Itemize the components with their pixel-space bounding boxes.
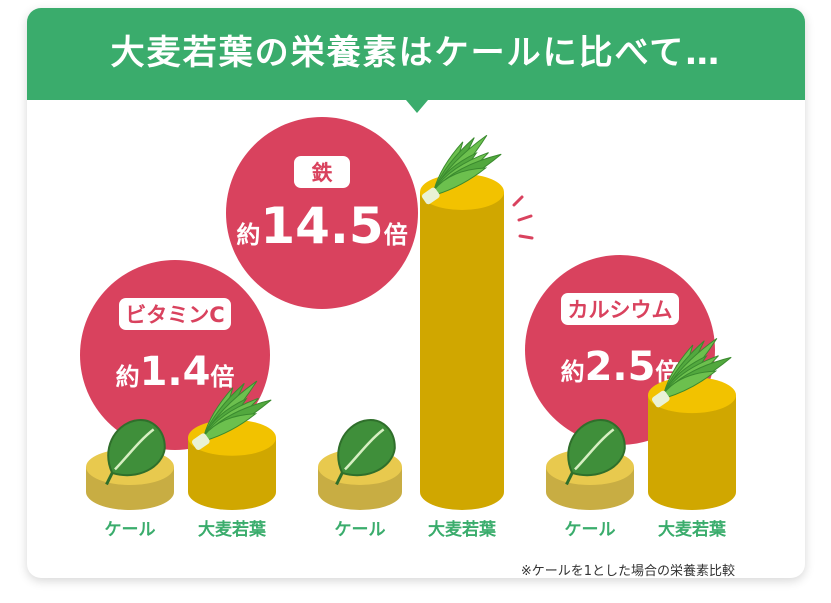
multiplier-prefix: 約	[561, 358, 585, 386]
grass-blade	[663, 370, 718, 399]
bar-body	[188, 437, 276, 510]
multiplier-value: 1.4	[140, 349, 211, 395]
multiplier-suffix: 倍	[384, 221, 408, 249]
nutrient-label: カルシウム	[568, 298, 673, 322]
banner-pointer	[406, 100, 428, 113]
footnote: ※ケールを1とした場合の栄養素比較	[520, 564, 735, 578]
category-label-kale: ケール	[335, 520, 386, 540]
grass-bundle	[651, 390, 670, 408]
barley-grass-icon	[651, 337, 732, 408]
category-label-kale: ケール	[105, 520, 156, 540]
kale-leaf-icon	[565, 419, 626, 486]
kale-leaf-icon	[105, 419, 166, 486]
barley-bar	[420, 174, 504, 510]
kale-leaf-icon	[335, 419, 396, 486]
multiplier-text: 約1.4倍	[116, 349, 235, 395]
emphasis-line	[512, 195, 524, 207]
barley-bar	[648, 377, 736, 510]
nutrient-tag	[561, 293, 679, 325]
barley-grass-icon	[421, 134, 502, 205]
callout-circle	[226, 117, 418, 309]
multiplier-prefix: 約	[116, 363, 140, 391]
page-title: 大麦若葉の栄養素はケールに比べて…	[110, 33, 722, 73]
category-label-kale: ケール	[565, 520, 616, 540]
leaf-vein	[344, 428, 385, 471]
nutrient-label: 鉄	[312, 161, 333, 185]
grass-bundle	[191, 433, 210, 450]
category-label-barley: 大麦若葉	[198, 519, 267, 540]
barley-grass-icon	[191, 380, 272, 450]
emphasis-line	[517, 214, 533, 222]
nutrient-tag	[294, 156, 350, 188]
leaf-vein	[574, 428, 615, 471]
nutrient-tag	[119, 298, 231, 330]
grass-blade	[433, 167, 488, 196]
category-label-barley: 大麦若葉	[658, 519, 727, 540]
multiplier-suffix: 倍	[210, 363, 234, 391]
multiplier-value: 14.5	[260, 197, 383, 255]
emphasis-marks-icon	[512, 195, 534, 240]
bar-body	[648, 395, 736, 510]
leaf-stem	[105, 472, 114, 486]
leaf-stem	[335, 472, 344, 486]
category-label-barley: 大麦若葉	[428, 519, 497, 540]
multiplier-prefix: 約	[236, 221, 260, 249]
emphasis-line	[518, 234, 534, 240]
bar-body	[420, 192, 504, 510]
multiplier-value: 2.5	[585, 344, 656, 390]
multiplier-text: 約14.5倍	[236, 197, 407, 255]
leaf-stem	[565, 472, 574, 486]
grass-bundle	[421, 187, 440, 205]
nutrient-label: ビタミンC	[125, 303, 224, 327]
grass-blade	[203, 413, 258, 442]
barley-bar	[188, 419, 276, 510]
leaf-vein	[114, 428, 155, 471]
title-banner: 大麦若葉の栄養素はケールに比べて…	[27, 8, 805, 100]
